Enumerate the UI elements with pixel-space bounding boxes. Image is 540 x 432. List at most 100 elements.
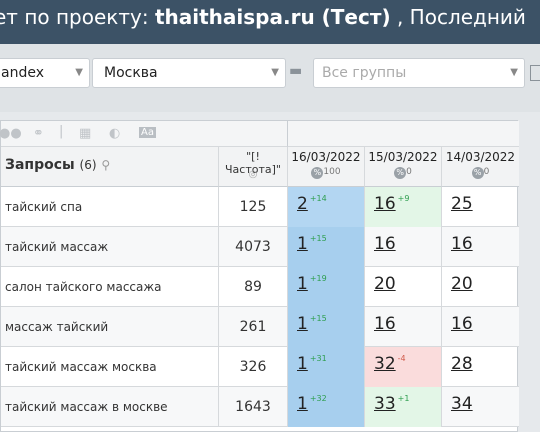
date-header-1[interactable]: 16/03/2022 % 100: [288, 147, 365, 187]
position-value[interactable]: 16: [451, 314, 473, 334]
position-cell[interactable]: 1 +19: [288, 267, 365, 307]
date-label: 14/03/2022: [445, 150, 516, 164]
search-engine-value: andex: [1, 65, 44, 81]
font-size-icon[interactable]: Aa: [139, 127, 156, 138]
title-prefix: ет по проекту:: [0, 5, 155, 29]
position-value[interactable]: 1: [297, 274, 308, 294]
position-value[interactable]: 25: [451, 194, 473, 214]
position-value[interactable]: 28: [451, 354, 473, 374]
position-value[interactable]: 1: [297, 314, 308, 334]
title-suffix: , Последний: [390, 5, 526, 29]
keyword[interactable]: тайский спа: [1, 187, 219, 227]
position-value[interactable]: 1: [297, 234, 308, 254]
position-cell[interactable]: 33 +1: [365, 387, 442, 427]
table-row: салон тайского массажа 89 1 +19 20 20: [1, 267, 519, 307]
positions-table: ●● ⚭ | ▦ ◐ Aa Запросы (6) ⚲ "[!Частота]"…: [0, 120, 519, 432]
position-cell[interactable]: 16: [442, 307, 519, 347]
project-name: thaithaispa.ru (Тест): [154, 5, 391, 29]
folder-icon[interactable]: ▬: [289, 63, 303, 79]
toolbar-spacer: [288, 121, 519, 147]
region-value: Москва: [104, 65, 158, 81]
position-cell[interactable]: 32 -4: [365, 347, 442, 387]
table-row: тайский массаж 4073 1 +15 16 16: [1, 227, 519, 267]
keyword[interactable]: салон тайского массажа: [1, 267, 219, 307]
keyword[interactable]: тайский массаж москва: [1, 347, 219, 387]
position-cell[interactable]: 16: [365, 307, 442, 347]
date-header-3[interactable]: 14/03/2022 % 0: [442, 147, 519, 187]
position-value[interactable]: 33: [374, 394, 396, 414]
position-delta: +32: [309, 394, 327, 403]
position-cell[interactable]: 1 +31: [288, 347, 365, 387]
position-cell[interactable]: 20: [365, 267, 442, 307]
position-cell[interactable]: 28: [442, 347, 519, 387]
link-icon[interactable]: ⚭: [33, 126, 44, 141]
groups-placeholder: Все группы: [322, 65, 407, 81]
position-delta: -4: [397, 354, 406, 363]
position-value[interactable]: 20: [451, 274, 473, 294]
table-row: массаж тайский 261 1 +15 16 16: [1, 307, 519, 347]
position-cell[interactable]: 1 +32: [288, 387, 365, 427]
search-icon[interactable]: ⚲: [101, 158, 111, 172]
frequency-value: 125: [219, 187, 288, 227]
position-cell[interactable]: 16: [442, 227, 519, 267]
date-label: 15/03/2022: [368, 150, 438, 164]
frequency-value: 326: [219, 347, 288, 387]
position-cell[interactable]: 16: [365, 227, 442, 267]
position-delta: +1: [397, 394, 410, 403]
position-delta: +19: [309, 274, 327, 283]
divider: |: [59, 124, 64, 139]
search-engine-select[interactable]: andex ▼: [0, 58, 90, 88]
chevron-down-icon: ▼: [510, 67, 518, 78]
toggle-icon[interactable]: ●●: [0, 126, 22, 141]
position-value[interactable]: 20: [374, 274, 396, 294]
position-cell[interactable]: 1 +15: [288, 307, 365, 347]
position-delta: +15: [309, 234, 327, 243]
export-icon[interactable]: ▦: [79, 126, 92, 141]
keyword[interactable]: тайский массаж в москве: [1, 387, 219, 427]
chevron-down-icon: ▼: [271, 67, 279, 78]
position-delta: +15: [309, 314, 327, 323]
position-value[interactable]: 1: [297, 394, 308, 414]
date-header-2[interactable]: 15/03/2022 % 0: [365, 147, 442, 187]
frequency-header[interactable]: "[!Частота]" ◎: [219, 147, 288, 187]
position-delta: +14: [309, 194, 327, 203]
table-row: тайский массаж москва 326 1 +31 32 -4 28: [1, 347, 519, 387]
calendar-icon[interactable]: [530, 65, 540, 81]
date-percent: 0: [483, 167, 490, 177]
position-delta: +9: [397, 194, 410, 203]
globe-icon: ◎: [248, 169, 258, 180]
keyword[interactable]: тайский массаж: [1, 227, 219, 267]
frequency-value: 1643: [219, 387, 288, 427]
position-cell[interactable]: 1 +15: [288, 227, 365, 267]
keyword[interactable]: массаж тайский: [1, 307, 219, 347]
groups-select[interactable]: Все группы ▼: [313, 58, 525, 88]
table-row: тайский спа 125 2 +14 16 +9 25: [1, 187, 519, 227]
queries-label: Запросы: [5, 157, 75, 173]
position-value[interactable]: 32: [374, 354, 396, 374]
queries-header[interactable]: Запросы (6) ⚲: [1, 147, 219, 187]
frequency-label: "[!Частота]": [225, 150, 281, 176]
position-value[interactable]: 34: [451, 394, 473, 414]
table-toolbar: ●● ⚭ | ▦ ◐ Aa: [0, 121, 288, 147]
date-percent: 0: [406, 167, 412, 177]
position-cell[interactable]: 25: [442, 187, 519, 227]
position-cell[interactable]: 2 +14: [288, 187, 365, 227]
queries-count: (6): [79, 158, 97, 172]
frequency-value: 89: [219, 267, 288, 307]
frequency-value: 4073: [219, 227, 288, 267]
frequency-value: 261: [219, 307, 288, 347]
position-value[interactable]: 1: [297, 354, 308, 374]
position-value[interactable]: 16: [374, 314, 396, 334]
position-cell[interactable]: 20: [442, 267, 519, 307]
contrast-icon[interactable]: ◐: [109, 126, 121, 141]
position-value[interactable]: 16: [451, 234, 473, 254]
filter-bar: andex ▼ Москва ▼ ▬ Все группы ▼: [0, 44, 540, 112]
position-cell[interactable]: 34: [442, 387, 519, 427]
position-value[interactable]: 2: [297, 194, 308, 214]
position-value[interactable]: 16: [374, 194, 396, 214]
position-cell[interactable]: 16 +9: [365, 187, 442, 227]
region-select[interactable]: Москва ▼: [92, 58, 286, 88]
position-value[interactable]: 16: [374, 234, 396, 254]
table-row: тайский массаж в москве 1643 1 +32 33 +1 3…: [1, 387, 519, 427]
percent-icon: %: [394, 167, 407, 179]
